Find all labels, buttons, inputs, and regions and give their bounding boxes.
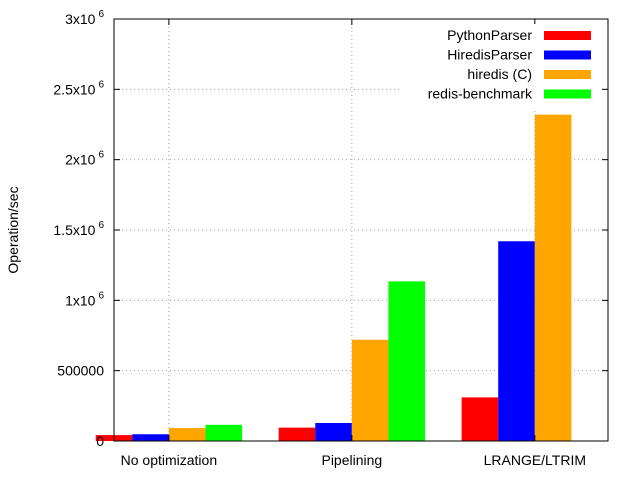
- bar: [168, 428, 206, 441]
- bar: [315, 422, 352, 441]
- y-tick-label: 1x10 6: [65, 290, 104, 308]
- legend-label: HiredisParser: [447, 47, 532, 63]
- legend-label: PythonParser: [447, 27, 532, 43]
- y-tick-label: 0: [96, 433, 104, 449]
- ticks-layer: 0 500000 1x10 6 1.5x10 6 2x10 6 2.5x10 6 3x10 6 No o…: [53, 9, 608, 468]
- legend-swatch: [544, 50, 591, 60]
- bar: [534, 114, 572, 442]
- y-tick-label: 500000: [57, 363, 104, 379]
- legend-label: redis-benchmark: [428, 86, 533, 102]
- bar: [498, 241, 535, 441]
- y-axis-label: Operation/sec: [5, 186, 21, 273]
- bar: [278, 427, 316, 441]
- bar: [132, 434, 169, 441]
- y-tick-label: 3x10 6: [65, 9, 104, 27]
- legend-swatch: [544, 70, 591, 79]
- legend-label: hiredis (C): [467, 66, 532, 82]
- legend: PythonParser HiredisParser hiredis (C) redi…: [400, 24, 600, 110]
- bar: [461, 397, 499, 441]
- legend-swatch: [544, 89, 591, 99]
- bars-layer: [95, 114, 572, 442]
- y-tick-label: 2x10 6: [65, 150, 104, 168]
- x-tick-label: Pipelining: [321, 452, 382, 468]
- bar: [388, 281, 426, 441]
- x-tick-label: No optimization: [121, 452, 218, 468]
- y-tick-label: 2.5x10 6: [53, 79, 104, 97]
- legend-swatch: [544, 31, 591, 40]
- x-tick-label: LRANGE/LTRIM: [484, 452, 586, 468]
- y-tick-label: 1.5x10 6: [53, 220, 104, 238]
- bar: [205, 424, 243, 441]
- bar: [351, 339, 389, 441]
